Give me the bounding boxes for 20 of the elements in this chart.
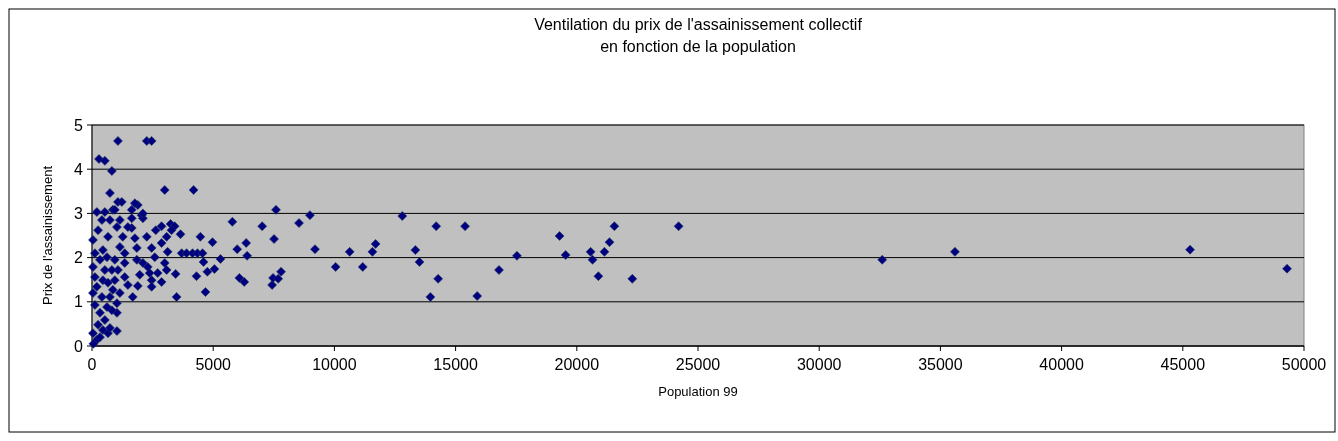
x-tick-label: 20000 (554, 356, 600, 373)
y-tick-label: 3 (74, 205, 84, 222)
x-tick-label: 25000 (675, 356, 721, 373)
y-tick-label: 1 (74, 293, 84, 311)
x-tick-label: 35000 (918, 356, 963, 373)
chart-title: Ventilation du prix de l'assainissement collectif en fonction de la population (534, 16, 863, 55)
x-axis-title: Population 99 (658, 384, 738, 399)
x-tick-label: 45000 (1160, 356, 1206, 373)
x-tick-label: 40000 (1039, 356, 1084, 373)
x-tick-label: 50000 (1281, 356, 1327, 373)
x-tick-label: 15000 (433, 356, 478, 373)
x-tick-label: 0 (87, 356, 97, 373)
y-axis-title: Prix de l'assainissement (40, 165, 55, 306)
x-tick-label: 30000 (796, 356, 842, 373)
y-tick-label: 0 (74, 337, 84, 355)
x-tick-label: 5000 (195, 356, 232, 373)
y-tick-label: 4 (74, 160, 84, 178)
y-tick-label: 5 (74, 116, 84, 134)
y-tick-label: 2 (74, 249, 84, 267)
x-tick-label: 10000 (312, 356, 357, 373)
